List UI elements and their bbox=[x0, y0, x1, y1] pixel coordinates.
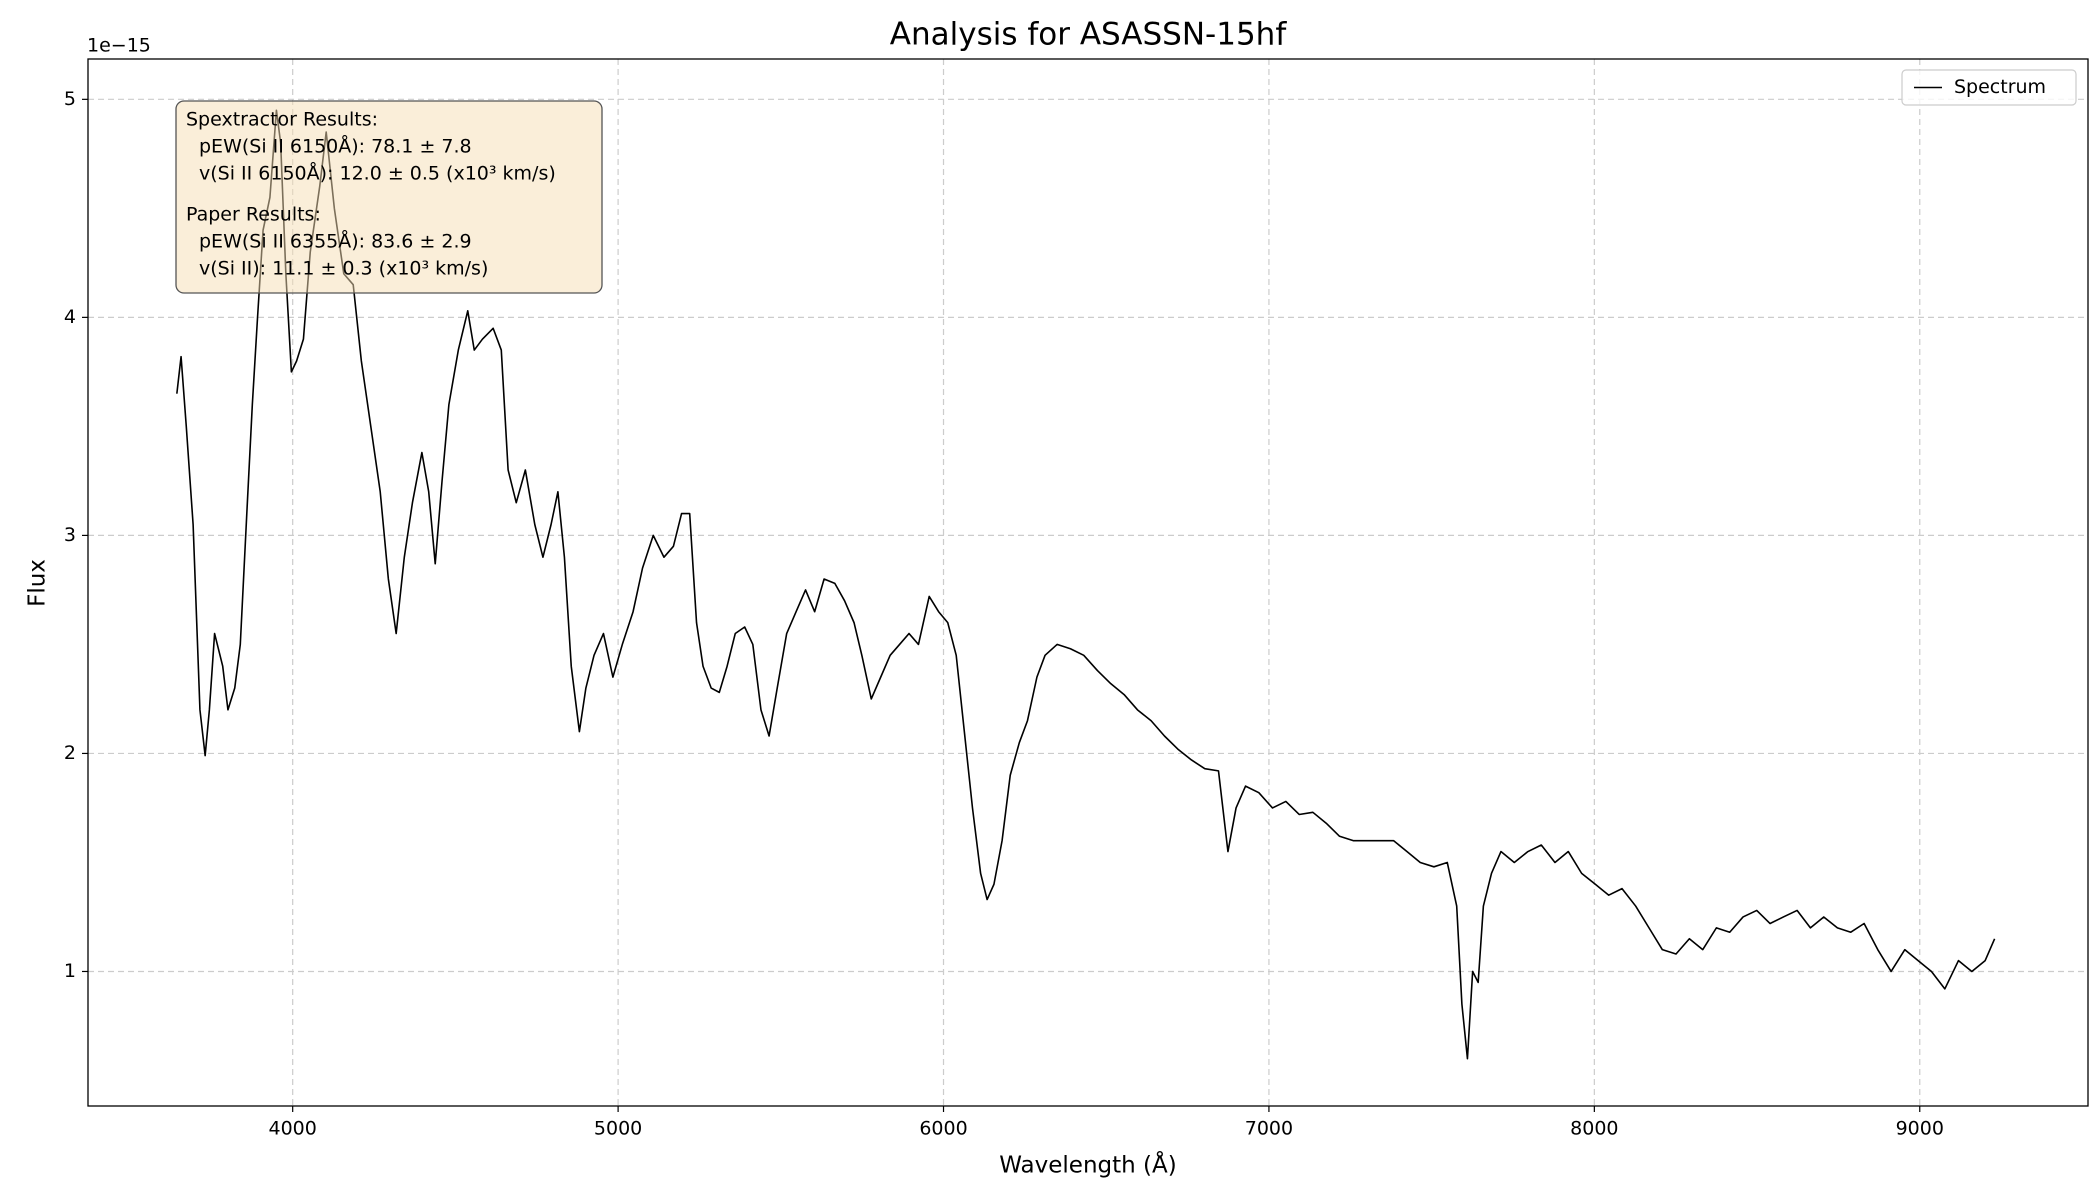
spectrum-line bbox=[176, 109, 1996, 1060]
legend-box bbox=[1901, 69, 2077, 106]
annotation-line: pEW(Si II 6150Å): 78.1 ± 7.8 bbox=[199, 135, 472, 158]
y-tick-label: 1 bbox=[64, 960, 76, 982]
legend-label: Spectrum bbox=[1954, 76, 2046, 98]
chart-title: Analysis for ASASSN-15hf bbox=[890, 17, 1288, 53]
x-tick-label: 5000 bbox=[594, 1118, 642, 1140]
annotation-box bbox=[175, 100, 603, 294]
y-tick-label: 3 bbox=[64, 524, 76, 546]
y-axis-label: Flux bbox=[25, 559, 51, 607]
y-tick-label: 4 bbox=[64, 306, 76, 328]
annotation-line: pEW(Si II 6355Å): 83.6 ± 2.9 bbox=[199, 230, 472, 253]
y-tick-label: 2 bbox=[64, 742, 76, 764]
y-offset-label: 1e−15 bbox=[87, 35, 151, 57]
x-tick-label: 7000 bbox=[1245, 1118, 1293, 1140]
x-tick-label: 4000 bbox=[269, 1118, 317, 1140]
x-tick-label: 8000 bbox=[1570, 1118, 1618, 1140]
annotation-line: v(Si II): 11.1 ± 0.3 (x10³ km/s) bbox=[199, 258, 488, 280]
annotation-heading: Spextractor Results: bbox=[186, 109, 378, 131]
annotation-heading: Paper Results: bbox=[186, 204, 321, 226]
plot-frame bbox=[87, 58, 2089, 1107]
x-tick-label: 9000 bbox=[1896, 1118, 1944, 1140]
annotation-line: v(Si II 6150Å): 12.0 ± 0.5 (x10³ km/s) bbox=[199, 162, 556, 185]
x-tick-label: 6000 bbox=[919, 1118, 967, 1140]
x-axis-label: Wavelength (Å) bbox=[999, 1151, 1176, 1179]
y-tick-label: 5 bbox=[64, 88, 76, 110]
